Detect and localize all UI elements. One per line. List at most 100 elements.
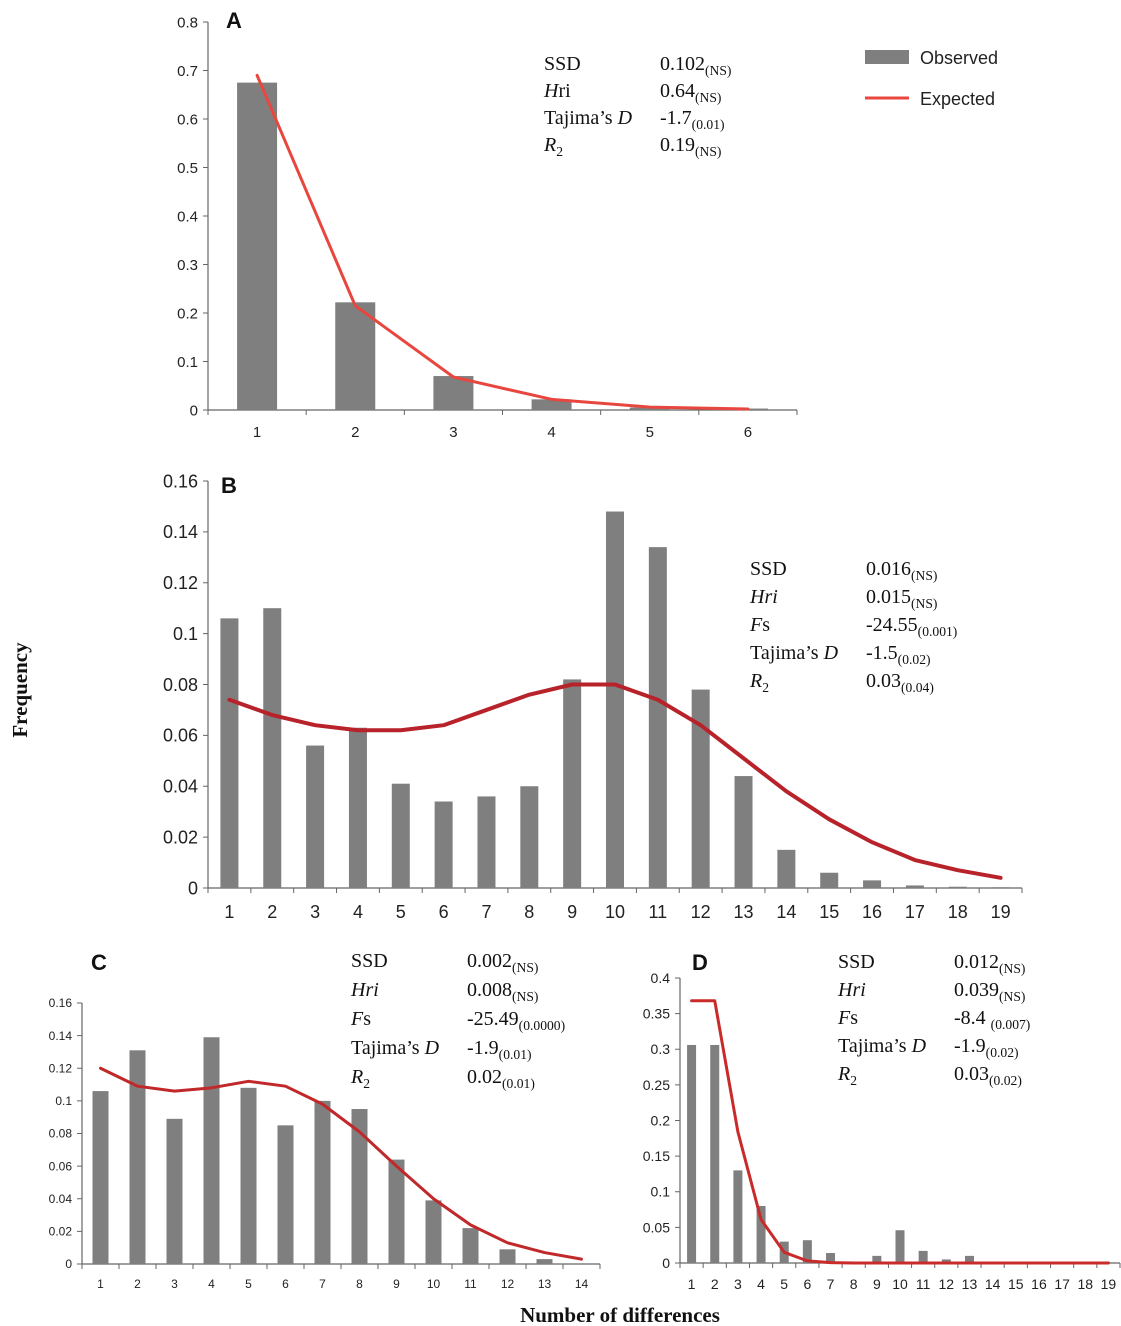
y-tick-label-c: 0.1 xyxy=(55,1094,72,1108)
x-tick-label-a: 1 xyxy=(253,424,261,441)
x-tick-label-c: 6 xyxy=(282,1277,289,1291)
expected-line-b xyxy=(227,682,1003,880)
x-tick-label-b: 2 xyxy=(267,902,277,922)
bar-b-2 xyxy=(263,608,282,888)
legend-observed-swatch xyxy=(865,50,909,64)
y-tick-label-b: 0.08 xyxy=(163,675,198,695)
y-tick-label-b: 0.06 xyxy=(163,726,198,746)
stat-value-b: 0.015(NS) xyxy=(866,586,937,612)
x-tick-label-d: 5 xyxy=(780,1276,788,1292)
bar-c-10 xyxy=(425,1200,442,1264)
stat-label-d: Hri xyxy=(837,979,866,1001)
y-tick-label-b: 0.1 xyxy=(173,624,198,644)
x-tick-label-d: 17 xyxy=(1054,1276,1070,1292)
bar-c-6 xyxy=(277,1125,294,1264)
y-tick-label-c: 0 xyxy=(65,1257,72,1271)
bar-b-18 xyxy=(948,886,967,888)
y-axis-title: Frequency xyxy=(8,642,32,738)
x-tick-label-b: 15 xyxy=(819,902,839,922)
x-tick-label-b: 6 xyxy=(439,902,449,922)
stat-value-c: 0.02(0.01) xyxy=(467,1066,535,1092)
stat-value-a: -1.7(0.01) xyxy=(660,107,725,133)
stat-value-c: 0.002(NS) xyxy=(467,950,538,976)
y-tick-label-d: 0 xyxy=(662,1255,670,1271)
bar-b-12 xyxy=(691,689,710,888)
x-tick-label-c: 14 xyxy=(575,1277,589,1291)
y-tick-label-a: 0.8 xyxy=(177,14,198,31)
stat-label-a: Tajima’s D xyxy=(544,107,633,129)
bar-b-1 xyxy=(220,618,239,888)
x-tick-label-d: 1 xyxy=(688,1276,696,1292)
x-tick-label-b: 18 xyxy=(948,902,968,922)
panel-letter-c: C xyxy=(91,950,107,975)
x-tick-label-a: 5 xyxy=(646,424,654,441)
stat-label-a: SSD xyxy=(544,53,581,75)
x-tick-label-b: 13 xyxy=(734,902,754,922)
stat-label-b: R2 xyxy=(749,670,769,695)
stat-label-b: Hri xyxy=(749,586,778,608)
stat-label-c: SSD xyxy=(351,950,388,972)
stat-label-c: R2 xyxy=(350,1066,370,1091)
x-tick-label-d: 7 xyxy=(827,1276,835,1292)
expected-line-a xyxy=(255,73,750,411)
y-tick-label-d: 0.3 xyxy=(651,1041,671,1057)
stat-label-b: SSD xyxy=(750,558,787,580)
bar-b-11 xyxy=(648,547,667,888)
stat-label-d: SSD xyxy=(838,951,875,973)
stat-value-c: -25.49(0.0000) xyxy=(467,1008,565,1034)
bar-b-15 xyxy=(820,872,839,888)
bar-c-3 xyxy=(166,1118,183,1264)
x-tick-label-b: 10 xyxy=(605,902,625,922)
bar-d-6 xyxy=(802,1240,812,1263)
bar-b-17 xyxy=(905,885,924,888)
stat-label-c: Tajima’s D xyxy=(351,1037,440,1059)
x-axis-title: Number of differences xyxy=(520,1303,720,1326)
y-tick-label-c: 0.16 xyxy=(49,996,73,1010)
bar-c-8 xyxy=(351,1109,368,1264)
x-tick-label-d: 4 xyxy=(757,1276,765,1292)
panel-letter-a: A xyxy=(226,8,242,33)
bar-a-1 xyxy=(237,82,278,410)
legend-expected-label: Expected xyxy=(920,89,995,109)
stat-value-c: 0.008(NS) xyxy=(467,979,538,1005)
y-tick-label-b: 0.04 xyxy=(163,777,198,797)
y-tick-label-b: 0.02 xyxy=(163,827,198,847)
y-tick-label-c: 0.12 xyxy=(49,1061,73,1075)
bar-a-4 xyxy=(531,399,572,410)
x-tick-label-d: 14 xyxy=(985,1276,1001,1292)
x-tick-label-b: 8 xyxy=(524,902,534,922)
y-tick-label-b: 0.12 xyxy=(163,573,198,593)
x-tick-label-d: 8 xyxy=(850,1276,858,1292)
x-tick-label-d: 12 xyxy=(939,1276,955,1292)
x-tick-label-b: 4 xyxy=(353,902,363,922)
stat-value-d: -1.9(0.02) xyxy=(954,1035,1019,1061)
bar-b-5 xyxy=(391,783,410,888)
y-tick-label-a: 0.7 xyxy=(177,63,198,80)
y-tick-label-d: 0.4 xyxy=(651,970,671,986)
bar-d-13 xyxy=(964,1255,974,1263)
bar-a-2 xyxy=(335,302,376,410)
x-tick-label-c: 3 xyxy=(171,1277,178,1291)
bar-b-6 xyxy=(434,801,453,888)
x-tick-label-d: 10 xyxy=(892,1276,908,1292)
bar-b-14 xyxy=(777,849,796,888)
bar-d-11 xyxy=(918,1250,928,1263)
stat-value-c: -1.9(0.01) xyxy=(467,1037,532,1063)
x-tick-label-b: 17 xyxy=(905,902,925,922)
bar-c-4 xyxy=(203,1037,220,1264)
panel-c: C00.020.040.060.080.10.120.140.161 2 3 4 5 6 7… xyxy=(49,950,601,1291)
x-tick-label-d: 13 xyxy=(962,1276,978,1292)
bar-d-2 xyxy=(710,1044,720,1263)
x-tick-label-a: 2 xyxy=(351,424,359,441)
bar-b-7 xyxy=(477,796,496,888)
bar-b-10 xyxy=(606,511,624,888)
bar-d-12 xyxy=(941,1259,951,1263)
panel-letter-b: B xyxy=(221,473,237,498)
x-tick-label-c: 11 xyxy=(464,1277,477,1291)
stat-label-d: Fs xyxy=(837,1007,858,1029)
stat-label-b: Tajima’s D xyxy=(750,642,839,664)
panel-letter-d: D xyxy=(692,950,708,975)
x-tick-label-c: 10 xyxy=(427,1277,441,1291)
bar-b-16 xyxy=(863,880,882,888)
y-tick-label-d: 0.25 xyxy=(643,1077,670,1093)
